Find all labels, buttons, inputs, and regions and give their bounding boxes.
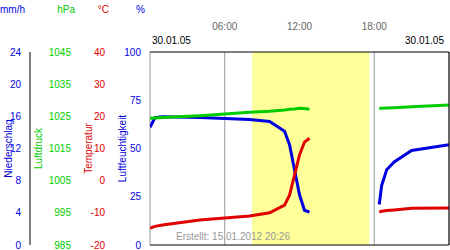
svg-text:Luftfeuchtigkeit: Luftfeuchtigkeit [117,115,128,182]
svg-text:20: 20 [10,79,22,90]
svg-text:06:00: 06:00 [212,21,237,32]
svg-text:16: 16 [10,111,22,122]
svg-text:10: 10 [94,143,106,154]
svg-text:985: 985 [54,240,71,250]
svg-text:40: 40 [94,47,106,58]
svg-text:1025: 1025 [49,111,72,122]
svg-text:-20: -20 [91,240,106,250]
html-text:30.01.05: 30.01.05 [152,35,191,46]
svg-text:0: 0 [135,240,141,250]
svg-text:Temperatur: Temperatur [83,123,94,174]
svg-text:1035: 1035 [49,79,72,90]
svg-text:18:00: 18:00 [362,21,387,32]
svg-text:Luftdruck: Luftdruck [33,127,44,169]
svg-text:25: 25 [130,191,142,202]
svg-text:1005: 1005 [49,175,72,186]
html-text:Erstellt: 15.01.2012 20:26: Erstellt: 15.01.2012 20:26 [176,231,290,242]
svg-text:1015: 1015 [49,143,72,154]
svg-text:12:00: 12:00 [287,21,312,32]
svg-text:100: 100 [124,47,141,58]
svg-text:30: 30 [94,79,106,90]
svg-text:995: 995 [54,207,71,218]
svg-text:0: 0 [99,175,105,186]
svg-text:1045: 1045 [49,47,72,58]
svg-text:mm/h: mm/h [8,4,25,15]
svg-text:°C: °C [98,4,109,15]
svg-text:0: 0 [15,240,21,250]
html-text:30.01.05: 30.01.05 [405,35,444,46]
svg-text:-10: -10 [91,207,106,218]
svg-text:8: 8 [15,175,21,186]
svg-text:4: 4 [15,207,21,218]
svg-text:24: 24 [10,47,22,58]
svg-text:%: % [136,4,145,15]
svg-text:50: 50 [130,143,142,154]
svg-text:75: 75 [130,95,142,106]
svg-text:hPa: hPa [57,4,75,15]
svg-text:20: 20 [94,111,106,122]
svg-text:12: 12 [10,143,22,154]
